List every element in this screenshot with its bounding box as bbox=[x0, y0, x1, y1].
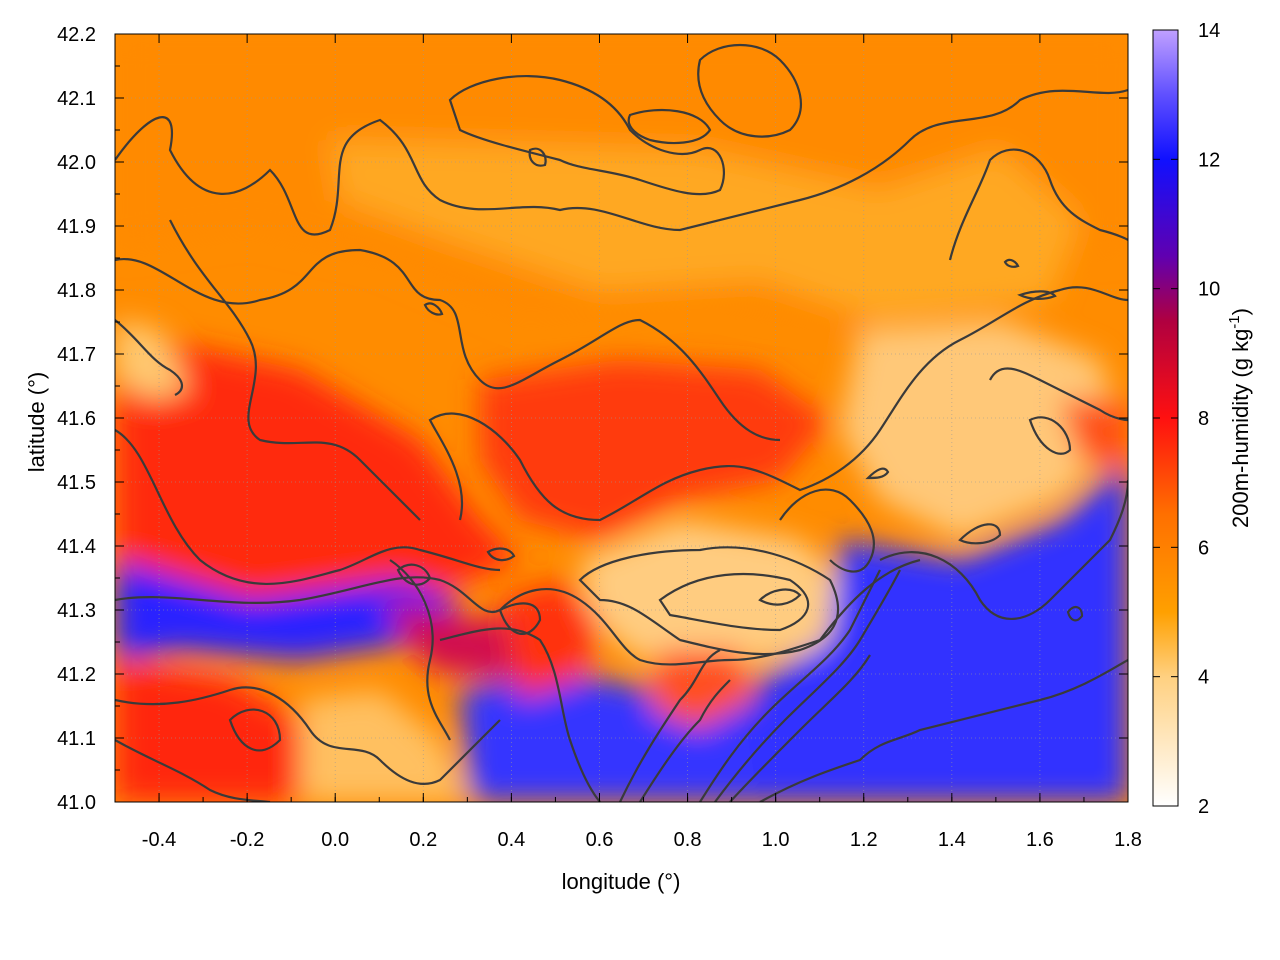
humidity-region-sea-blue-east bbox=[720, 460, 1128, 802]
contour-line bbox=[639, 679, 731, 802]
colorbar-tick-label: 14 bbox=[1198, 20, 1220, 42]
contour-line bbox=[948, 148, 1128, 261]
y-tick-label: 42.1 bbox=[57, 88, 96, 110]
humidity-region-east-pale bbox=[840, 320, 1120, 540]
colorbar-tick-label: 2 bbox=[1198, 796, 1209, 818]
contour-line bbox=[697, 43, 802, 138]
contour-line bbox=[714, 569, 901, 802]
contour-line bbox=[879, 479, 1128, 620]
x-tick-label: 0.4 bbox=[497, 829, 525, 851]
x-axis: -0.4 -0.2 0.0 0.2 0.4 0.6 0.8 1.0 1.2 1.4 1.6 1.8 bbox=[114, 34, 1142, 851]
contour-line bbox=[169, 219, 421, 521]
colorbar-tick-label: 8 bbox=[1198, 408, 1209, 430]
contour-line bbox=[865, 467, 890, 480]
contour-line bbox=[115, 248, 781, 442]
contour-line bbox=[115, 686, 501, 785]
contour-line bbox=[1003, 258, 1020, 268]
humidity-region-north-light bbox=[330, 140, 1080, 320]
contour-line bbox=[758, 588, 802, 606]
y-tick-label: 41.4 bbox=[57, 536, 96, 558]
colorbar-tick-label: 12 bbox=[1198, 149, 1220, 171]
x-tick-label: -0.2 bbox=[230, 829, 264, 851]
colorbar-tick-label: 10 bbox=[1198, 279, 1220, 301]
contour-line bbox=[1066, 606, 1084, 622]
contour-line bbox=[658, 572, 810, 632]
y-tick-label: 41.7 bbox=[57, 344, 96, 366]
contour-line bbox=[958, 523, 1002, 545]
y-tick-label: 41.3 bbox=[57, 600, 96, 622]
x-tick-label: 0.6 bbox=[586, 829, 614, 851]
contour-line bbox=[115, 558, 921, 666]
contour-line bbox=[699, 569, 881, 802]
x-tick-label: 0.0 bbox=[321, 829, 349, 851]
x-tick-label: 1.8 bbox=[1114, 829, 1142, 851]
y-tick-label: 41.1 bbox=[57, 728, 96, 750]
x-axis-label: longitude (°) bbox=[562, 869, 681, 894]
contour-line bbox=[627, 108, 712, 145]
contour-line bbox=[423, 302, 444, 316]
y-axis-label: latitude (°) bbox=[24, 372, 49, 473]
x-tick-label: 0.8 bbox=[674, 829, 702, 851]
contour-line bbox=[498, 602, 542, 636]
y-tick-label: 41.0 bbox=[57, 792, 96, 814]
humidity-region-west-light bbox=[115, 320, 190, 400]
contour-line bbox=[759, 659, 1128, 802]
heatmap-regions bbox=[115, 34, 1128, 802]
contour-line bbox=[115, 319, 183, 396]
y-tick-label: 41.6 bbox=[57, 408, 96, 430]
contour-line bbox=[228, 708, 282, 752]
y-tick-label: 41.5 bbox=[57, 472, 96, 494]
contour-line bbox=[729, 654, 871, 802]
y-axis: 41.0 41.1 41.2 41.3 41.4 41.5 41.6 41.7 41.8 41.9… bbox=[57, 24, 1128, 814]
contour-line bbox=[448, 74, 725, 196]
contour-line bbox=[989, 367, 1128, 422]
colorbar-label-close: ) bbox=[1228, 308, 1253, 315]
humidity-region-central-red bbox=[480, 360, 830, 540]
contour-line bbox=[779, 488, 875, 573]
humidity-region-west-red bbox=[115, 330, 520, 610]
colorbar-tick-label: 4 bbox=[1198, 667, 1209, 689]
y-tick-label: 41.9 bbox=[57, 216, 96, 238]
contour-line bbox=[439, 627, 601, 802]
contour-line bbox=[619, 649, 721, 802]
contour-line bbox=[1028, 416, 1072, 455]
contour-lines bbox=[115, 43, 1128, 802]
humidity-region-east-edge bbox=[1060, 400, 1128, 470]
colorbar-label: 200m-humidity (g kg-1) bbox=[1226, 308, 1253, 528]
x-tick-label: 0.2 bbox=[409, 829, 437, 851]
contour-line bbox=[486, 547, 516, 562]
y-tick-label: 42.2 bbox=[57, 24, 96, 46]
colorbar-label-unit-exponent: -1 bbox=[1226, 315, 1243, 328]
x-tick-label: 1.2 bbox=[850, 829, 878, 851]
x-tick-label: -0.4 bbox=[142, 829, 176, 851]
contour-line bbox=[396, 563, 432, 586]
y-tick-label: 42.0 bbox=[57, 152, 96, 174]
y-tick-label: 41.2 bbox=[57, 664, 96, 686]
x-tick-label: 1.0 bbox=[762, 829, 790, 851]
contour-line bbox=[115, 429, 501, 586]
x-tick-label: 1.6 bbox=[1026, 829, 1054, 851]
colorbar-tick-label: 6 bbox=[1198, 537, 1209, 559]
y-tick-label: 41.8 bbox=[57, 280, 96, 302]
contour-line bbox=[528, 147, 547, 167]
contour-line bbox=[578, 546, 840, 656]
colorbar-label-main: 200m-humidity (g kg bbox=[1228, 329, 1253, 528]
x-tick-label: 1.4 bbox=[938, 829, 966, 851]
humidity-region-south-pale bbox=[300, 690, 470, 802]
contour-line bbox=[115, 88, 1128, 236]
contour-line bbox=[389, 559, 451, 741]
contour-line bbox=[115, 739, 271, 802]
contour-line bbox=[428, 286, 1128, 522]
heatmap-field bbox=[115, 34, 1128, 802]
colorbar-axis: 2 4 6 8 10 12 14 bbox=[1153, 20, 1220, 818]
humidity-region-coast-red-2 bbox=[650, 650, 750, 730]
contour-line bbox=[1017, 290, 1057, 300]
